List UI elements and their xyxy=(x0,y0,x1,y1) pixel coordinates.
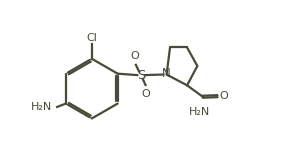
Text: H₂N: H₂N xyxy=(31,102,52,112)
Text: O: O xyxy=(220,91,228,101)
Text: O: O xyxy=(142,89,150,99)
Text: O: O xyxy=(130,52,139,61)
Text: Cl: Cl xyxy=(86,33,97,43)
Text: S: S xyxy=(137,69,145,82)
Text: H₂N: H₂N xyxy=(189,107,210,117)
Text: N: N xyxy=(162,67,171,80)
